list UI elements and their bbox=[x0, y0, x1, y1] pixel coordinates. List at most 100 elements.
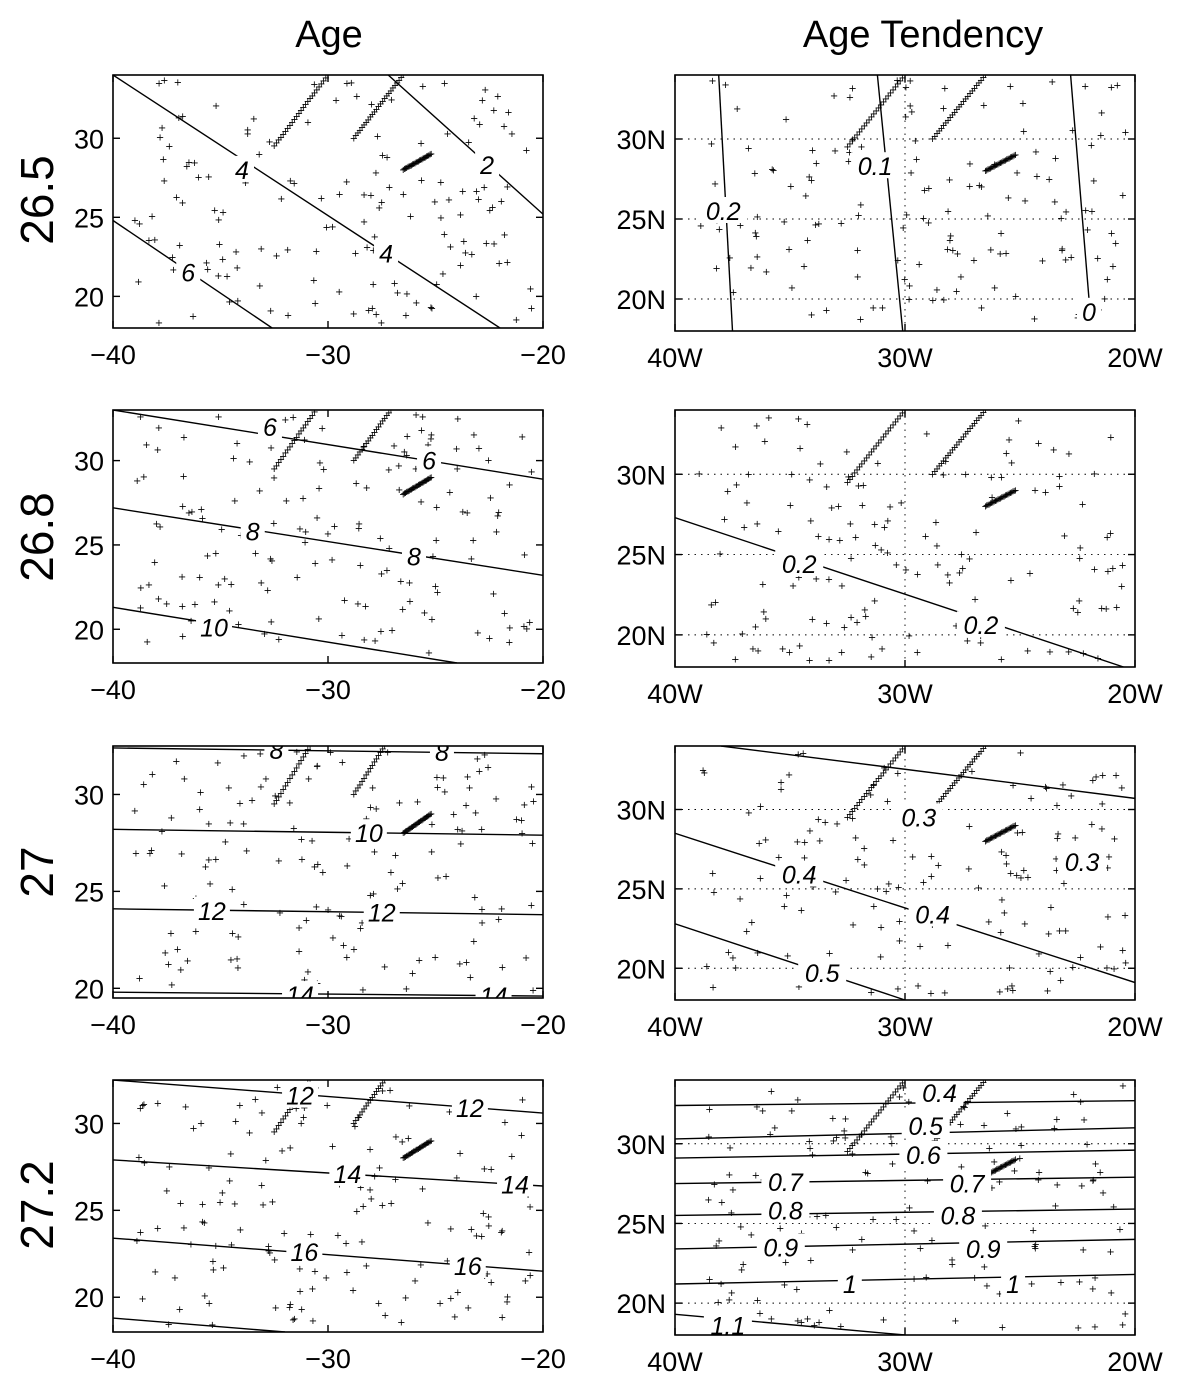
station-point: + bbox=[899, 223, 907, 234]
station-point: + bbox=[975, 181, 983, 192]
section-point: + bbox=[404, 1150, 412, 1161]
station-point: + bbox=[966, 159, 974, 170]
contour-label-0.1: 0.1 bbox=[858, 153, 893, 181]
station-point: + bbox=[377, 318, 385, 329]
plot-area: ++++++++++++++++++++++++++++++++++++++++… bbox=[675, 744, 1135, 1000]
section-point: + bbox=[270, 141, 278, 152]
station-point: + bbox=[372, 309, 380, 320]
station-point: + bbox=[381, 1310, 389, 1321]
section-point: + bbox=[959, 432, 967, 443]
station-point: + bbox=[857, 142, 865, 153]
station-point: + bbox=[1029, 1225, 1037, 1236]
station-point: + bbox=[1012, 871, 1020, 882]
station-point: + bbox=[1067, 791, 1075, 802]
station-point: + bbox=[1017, 1122, 1025, 1133]
station-point: + bbox=[528, 839, 536, 850]
station-point: + bbox=[372, 804, 380, 815]
section-point: + bbox=[884, 426, 892, 437]
station-point: + bbox=[503, 258, 511, 269]
section-point: + bbox=[356, 447, 364, 458]
section-point: + bbox=[942, 118, 950, 129]
section-point: + bbox=[964, 426, 972, 437]
x-tick-label: 30W bbox=[877, 343, 933, 373]
station-point: + bbox=[1051, 153, 1059, 164]
section-point: + bbox=[420, 814, 428, 825]
section-point: + bbox=[364, 1098, 372, 1109]
section-point: + bbox=[381, 1075, 389, 1086]
station-point: + bbox=[867, 988, 875, 999]
section-point: + bbox=[405, 1150, 413, 1161]
station-point: + bbox=[361, 602, 369, 613]
section-point: + bbox=[979, 744, 987, 755]
station-point: + bbox=[1016, 748, 1024, 759]
station-point: + bbox=[1017, 873, 1025, 884]
station-point: + bbox=[1121, 128, 1129, 139]
section-point: + bbox=[317, 79, 325, 90]
section-point: + bbox=[886, 423, 894, 434]
section-point: + bbox=[898, 73, 906, 84]
station-point: + bbox=[286, 176, 294, 187]
station-point: + bbox=[777, 777, 785, 788]
station-point: + bbox=[840, 1126, 848, 1137]
y-tick-label: 20N bbox=[616, 285, 666, 315]
station-point: + bbox=[805, 172, 813, 183]
station-point: + bbox=[280, 1229, 288, 1240]
section-point: + bbox=[1007, 487, 1015, 498]
section-point: + bbox=[998, 828, 1006, 839]
contour-label-8: 8 bbox=[269, 737, 283, 765]
station-point: + bbox=[180, 1223, 188, 1234]
section-point: + bbox=[1004, 154, 1012, 165]
contour-label-mask bbox=[908, 900, 957, 927]
station-point: + bbox=[206, 879, 214, 890]
station-point: + bbox=[256, 486, 264, 497]
section-point: + bbox=[403, 826, 411, 837]
station-point: + bbox=[985, 1143, 993, 1154]
station-point: + bbox=[704, 1195, 712, 1206]
contour-label-0.6: 0.6 bbox=[906, 1142, 941, 1170]
station-point: + bbox=[131, 806, 139, 817]
station-point: + bbox=[1092, 772, 1100, 783]
section-point: + bbox=[310, 88, 318, 99]
station-point: + bbox=[1077, 1097, 1085, 1108]
station-point: + bbox=[225, 606, 233, 617]
contour-label-6: 6 bbox=[422, 448, 436, 476]
station-point: + bbox=[437, 178, 445, 189]
station-point: + bbox=[178, 198, 186, 209]
station-point: + bbox=[310, 79, 318, 90]
contour-line-0.4 bbox=[675, 832, 1135, 984]
station-point: + bbox=[758, 1106, 766, 1117]
station-point: + bbox=[172, 757, 180, 768]
station-point: + bbox=[304, 774, 312, 785]
x-tick-label: −40 bbox=[90, 340, 136, 370]
station-point: + bbox=[383, 565, 391, 576]
contour-label-mask bbox=[915, 1080, 964, 1105]
section-point: + bbox=[983, 165, 991, 176]
station-point: + bbox=[1089, 1284, 1097, 1295]
station-point: + bbox=[1002, 859, 1010, 870]
section-point: + bbox=[360, 442, 368, 453]
station-point: + bbox=[520, 621, 528, 632]
station-point: + bbox=[478, 918, 486, 929]
section-point: + bbox=[991, 496, 999, 507]
section-point: + bbox=[957, 770, 965, 781]
station-point: + bbox=[366, 1185, 374, 1196]
station-point: + bbox=[768, 164, 776, 175]
section-point: + bbox=[413, 481, 421, 492]
station-point: + bbox=[1045, 929, 1053, 940]
station-point: + bbox=[910, 1226, 918, 1237]
section-point: + bbox=[843, 1147, 851, 1158]
station-point: + bbox=[1106, 1247, 1114, 1258]
station-point: + bbox=[178, 572, 186, 583]
station-point: + bbox=[498, 1312, 506, 1323]
section-point: + bbox=[860, 1126, 868, 1137]
contour-label-mask bbox=[933, 1201, 982, 1228]
section-point: + bbox=[891, 1087, 899, 1098]
station-point: + bbox=[753, 421, 761, 432]
section-point: + bbox=[1002, 825, 1010, 836]
section-point: + bbox=[999, 157, 1007, 168]
station-point: + bbox=[800, 262, 808, 273]
station-point: + bbox=[226, 818, 234, 829]
section-point: + bbox=[368, 1092, 376, 1103]
station-point: + bbox=[189, 311, 197, 322]
station-point: + bbox=[478, 825, 486, 836]
